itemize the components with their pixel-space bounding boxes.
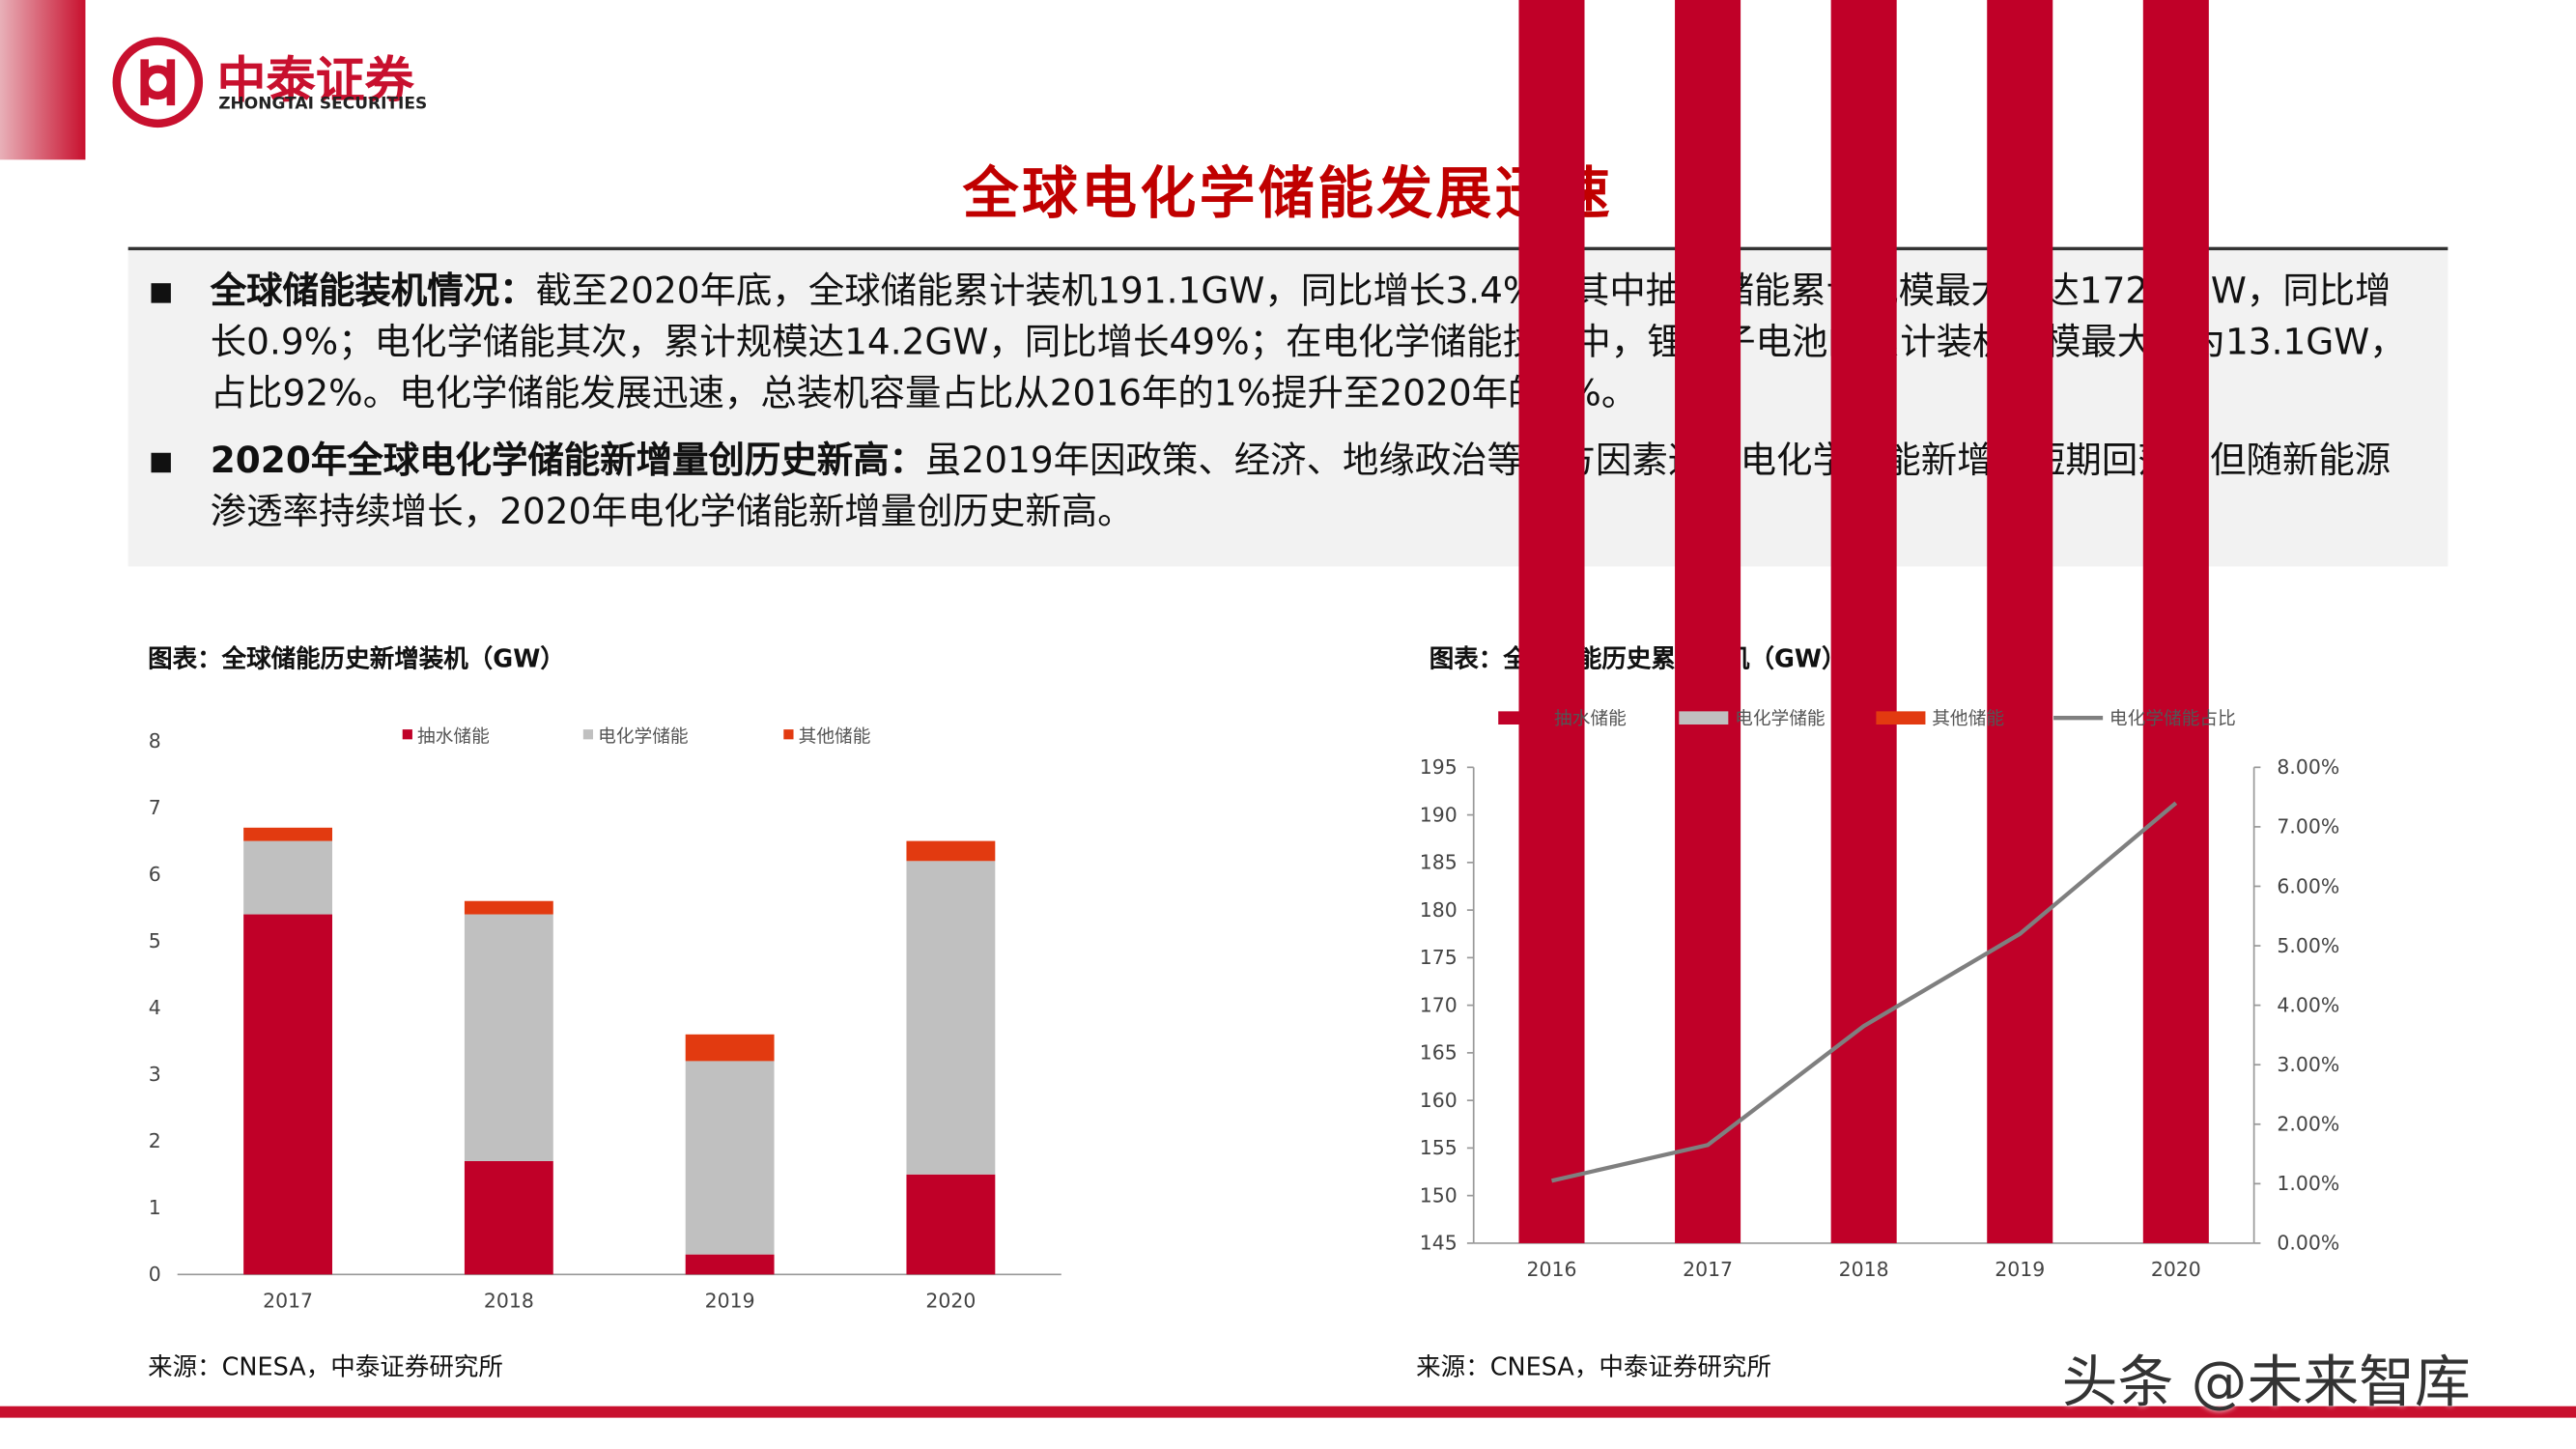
y-tick-label: 195 <box>1420 755 1458 779</box>
x-tick-label: 2018 <box>484 1289 534 1312</box>
footer-line <box>0 1406 2576 1418</box>
bar-segment <box>243 827 333 841</box>
watermark: 头条 @未来智库 <box>2061 1350 2471 1416</box>
bullet-heading: 2020年全球电化学储能新增量创历史新高： <box>210 440 925 483</box>
x-tick-label: 2019 <box>1995 1258 2045 1281</box>
bar-segment <box>906 840 996 862</box>
side-band <box>0 0 86 160</box>
bar-segment <box>685 1034 775 1062</box>
y-tick-label: 2 <box>149 1129 161 1152</box>
y-tick-label: 145 <box>1420 1232 1458 1255</box>
y-tick-label: 180 <box>1420 898 1458 922</box>
x-tick-label: 2018 <box>1839 1258 1889 1281</box>
y-tick-label: 155 <box>1420 1136 1458 1159</box>
bar-segment <box>2142 0 2209 1243</box>
bar-segment <box>1987 0 2053 1243</box>
chart-title: 图表：全球储能历史累计装机（GW） <box>1429 643 1847 674</box>
y-tick-label: 170 <box>1420 993 1458 1016</box>
y-tick-label: 6 <box>149 863 161 886</box>
source: 来源：CNESA，中泰证券研究所 <box>148 1351 503 1382</box>
legend-label: 抽水储能 <box>417 727 490 748</box>
y2-tick-label: 2.00% <box>2277 1113 2339 1136</box>
y2-tick-label: 5.00% <box>2277 934 2339 957</box>
y-tick-label: 4 <box>149 996 161 1019</box>
y-tick-label: 190 <box>1420 803 1458 826</box>
legend-label: 其他储能 <box>1932 709 2004 729</box>
x-tick-label: 2017 <box>263 1289 313 1312</box>
bar-segment <box>685 1061 775 1255</box>
y-tick-label: 5 <box>149 929 161 952</box>
line-series <box>1551 801 2178 1183</box>
x-tick-label: 2017 <box>1683 1258 1733 1281</box>
brand: 中泰证券 <box>216 52 414 111</box>
bar-segment <box>1675 0 1741 1243</box>
y2-tick-label: 6.00% <box>2277 874 2339 897</box>
legend-swatch <box>1876 711 1926 725</box>
bar-segment <box>464 900 553 915</box>
y-tick-label: 1 <box>149 1196 161 1219</box>
x-tick-label: 2020 <box>925 1289 976 1312</box>
legend-label: 电化学储能占比 <box>2109 709 2236 729</box>
y-tick-label: 8 <box>149 729 161 753</box>
y-tick-label: 185 <box>1420 851 1458 874</box>
bar-segment <box>685 1254 775 1275</box>
bar-segment <box>464 1160 553 1275</box>
y2-tick-label: 7.00% <box>2277 815 2339 838</box>
y-tick-label: 175 <box>1420 946 1458 969</box>
bar-segment <box>243 840 333 915</box>
bar-segment <box>1518 0 1585 1243</box>
legend-swatch <box>582 729 594 740</box>
y-tick-label: 7 <box>149 796 161 819</box>
y-tick-label: 150 <box>1420 1183 1458 1207</box>
x-tick-label: 2020 <box>2151 1258 2201 1281</box>
legend-swatch <box>402 729 412 740</box>
bar-segment <box>464 914 553 1161</box>
bar-segment <box>906 1174 996 1275</box>
bar-segment <box>906 861 996 1175</box>
chart-title: 图表：全球储能历史新增装机（GW） <box>148 643 565 674</box>
page-title: 全球电化学储能发展迅速 <box>962 161 1614 228</box>
source: 来源：CNESA，中泰证券研究所 <box>1416 1351 1771 1382</box>
x-tick-label: 2016 <box>1527 1258 1577 1281</box>
x-tick-label: 2019 <box>705 1289 755 1312</box>
bullet-heading: 全球储能装机情况： <box>210 271 536 313</box>
y-tick-label: 0 <box>149 1263 161 1286</box>
bar-segment <box>243 914 333 1275</box>
y-tick-label: 160 <box>1420 1089 1458 1112</box>
y-tick-label: 3 <box>149 1063 161 1086</box>
bar-segment <box>1830 0 1897 1243</box>
legend-label: 其他储能 <box>799 727 871 748</box>
legend-swatch <box>783 729 794 740</box>
y2-tick-label: 3.00% <box>2277 1053 2339 1076</box>
y2-tick-label: 4.00% <box>2277 993 2339 1016</box>
legend-label: 电化学储能 <box>598 727 689 748</box>
y-tick-label: 165 <box>1420 1041 1458 1065</box>
y2-tick-label: 0.00% <box>2277 1232 2339 1255</box>
logo-icon <box>112 37 204 128</box>
y2-tick-label: 8.00% <box>2277 755 2339 779</box>
y2-tick-label: 1.00% <box>2277 1172 2339 1195</box>
legend-swatch <box>1498 711 1548 725</box>
legend-label: 抽水储能 <box>1554 709 1627 729</box>
brand-en: ZHONGTAI SECURITIES <box>218 95 428 114</box>
legend-swatch <box>1679 711 1729 725</box>
legend-label: 电化学储能 <box>1735 709 1826 729</box>
